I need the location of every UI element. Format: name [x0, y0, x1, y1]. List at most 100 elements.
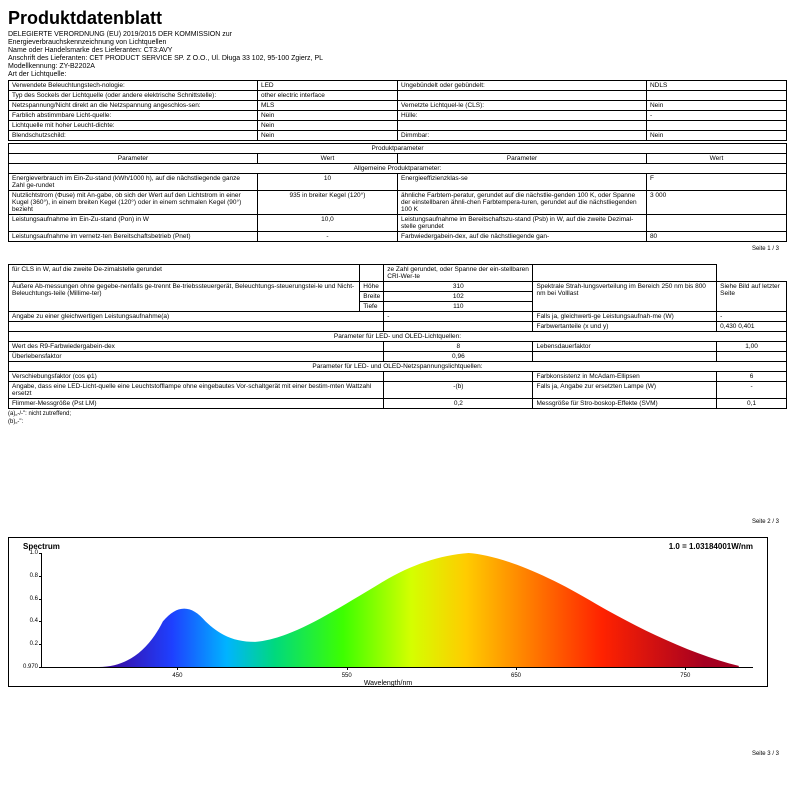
table-cell: Spektrale Strah-lungsverteilung im Berei… [533, 282, 717, 312]
table-cell: Überlebensfaktor [9, 352, 384, 362]
chart-xlabel: Wavelength/nm [13, 680, 763, 687]
table-cell: Falls ja, Angabe zur ersetzten Lampe (W) [533, 382, 717, 399]
y-tick-label: 0.2 [20, 641, 38, 647]
page-number: Seite 1 / 3 [8, 246, 787, 252]
table-cell: Farbkonsistenz in McAdam-Ellipsen [533, 372, 717, 382]
subtitle-2: Energieverbrauchskennzeichnung von Licht… [8, 39, 787, 46]
y-tick-label: 0.8 [20, 573, 38, 579]
table-cell: 0,1 [717, 399, 787, 409]
tech-table: Verwendete Beleuchtungstech-nologie:LEDU… [8, 80, 787, 141]
table-cell: other electric interface [257, 91, 397, 101]
table-cell: 0,2 [384, 399, 533, 409]
art-line: Art der Lichtquelle: [8, 71, 787, 78]
table-cell [397, 91, 646, 101]
chart-title-right: 1.0 = 1.03184001W/nm [669, 542, 753, 551]
led-header: Parameter für LED- und OLED-Lichtquellen… [9, 332, 787, 342]
table-cell: Ungebündelt oder gebündelt: [397, 81, 646, 91]
table-cell: Lichtquelle mit hoher Leucht-dichte: [9, 121, 258, 131]
table-cell: - [646, 111, 786, 121]
supplier-line: Name oder Handelsmarke des Lieferanten: … [8, 47, 787, 54]
table-cell: 10,0 [257, 215, 397, 232]
table-cell: 6 [717, 372, 787, 382]
table-cell: - [257, 232, 397, 242]
table-cell: Energieverbrauch im Ein-Zu-stand (kWh/10… [9, 174, 258, 191]
table-cell: ze Zahl gerundet, oder Spanne der ein-st… [384, 265, 533, 282]
table-cell: Nein [646, 131, 786, 141]
table-cell: - [717, 312, 787, 322]
col-header: Wert [646, 154, 786, 164]
table-cell: LED [257, 81, 397, 91]
model-line: Modellkennung: ZY-B2202A [8, 63, 787, 70]
table-cell [533, 352, 717, 362]
table-cell: 0,430 0,401 [717, 322, 787, 332]
table-cell: Nutzlichtstrom (Φuse) mit An-gabe, ob si… [9, 191, 258, 215]
table-cell: für CLS in W, auf die zweite De-zimalste… [9, 265, 360, 282]
table-cell: Verwendete Beleuchtungstech-nologie: [9, 81, 258, 91]
table-cell: Hülle: [397, 111, 646, 121]
x-tick-label: 450 [172, 673, 182, 679]
table-cell: 80 [646, 232, 786, 242]
col-header: Parameter [397, 154, 646, 164]
table-cell: 935 in breiter Kegel (120°) [257, 191, 397, 215]
table-cell: 8 [384, 342, 533, 352]
table-cell: Energieeffizienzklas-se [397, 174, 646, 191]
table-cell: -(b) [384, 382, 533, 399]
table-cell: Nein [257, 131, 397, 141]
page2-table: für CLS in W, auf die zweite De-zimalste… [8, 264, 787, 409]
table-cell: - [717, 382, 787, 399]
table-cell: Messgröße für Stro-boskop-Effekte (SVM) [533, 399, 717, 409]
product-params-header: Produktparameter [9, 144, 787, 154]
subtitle-1: DELEGIERTE VERORDNUNG (EU) 2019/2015 DER… [8, 31, 787, 38]
table-cell: 0,96 [384, 352, 533, 362]
address-line: Anschrift des Lieferanten: CET PRODUCT S… [8, 55, 787, 62]
table-cell [717, 352, 787, 362]
table-cell: Angabe, dass eine LED-Licht-quelle eine … [9, 382, 384, 399]
table-cell: Typ des Sockels der Lichtquelle (oder an… [9, 91, 258, 101]
table-cell: Höhe [360, 282, 384, 292]
table-cell: Äußere Ab-messungen ohne gegebe-nenfalls… [9, 282, 360, 312]
table-cell: F [646, 174, 786, 191]
table-cell: 3 000 [646, 191, 786, 215]
general-params-header: Allgemeine Produktparameter: [9, 164, 787, 174]
led-mains-header: Parameter für LED- und OLED-Netzspannung… [9, 362, 787, 372]
table-cell: Farblich abstimmbare Licht-quelle: [9, 111, 258, 121]
table-cell: 10 [257, 174, 397, 191]
y-tick-label: 1.0 [20, 550, 38, 556]
table-cell: MLS [257, 101, 397, 111]
table-cell: Tiefe [360, 302, 384, 312]
col-header: Parameter [9, 154, 258, 164]
table-cell: Siehe Bild auf letzter Seite [717, 282, 787, 312]
table-cell: Lebensdauerfaktor [533, 342, 717, 352]
table-cell [384, 372, 533, 382]
table-cell: Farbwertanteile (x und y) [533, 322, 717, 332]
table-cell [646, 215, 786, 232]
spectrum-chart: Spectrum 1.0 = 1.03184001W/nm [8, 537, 768, 687]
table-cell [9, 322, 384, 332]
page-number: Seite 3 / 3 [8, 751, 787, 757]
table-cell: Netzspannung/Nicht direkt an die Netzspa… [9, 101, 258, 111]
table-cell: Verschiebungsfaktor (cos φ1) [9, 372, 384, 382]
table-cell: 110 [384, 302, 533, 312]
table-cell: 310 [384, 282, 533, 292]
y-tick-label: 0.970 [20, 664, 38, 670]
table-cell: Blendschutzschild: [9, 131, 258, 141]
table-cell: ähnliche Farbtem-peratur, gerundet auf d… [397, 191, 646, 215]
x-tick-label: 650 [511, 673, 521, 679]
table-cell [384, 322, 533, 332]
footnote-a: (a)„-/-": nicht zutreffend; [8, 411, 787, 417]
table-cell [533, 265, 717, 282]
x-tick-label: 550 [342, 673, 352, 679]
table-cell: 102 [384, 292, 533, 302]
table-cell: NDLS [646, 81, 786, 91]
table-cell: Dimmbar: [397, 131, 646, 141]
col-header: Wert [257, 154, 397, 164]
table-cell [397, 121, 646, 131]
table-cell: Vernetzte Lichtquel-le (CLS): [397, 101, 646, 111]
table-cell: Nein [646, 101, 786, 111]
x-tick-label: 750 [680, 673, 690, 679]
table-cell: Nein [257, 111, 397, 121]
table-cell: 1,00 [717, 342, 787, 352]
y-tick-label: 0.6 [20, 596, 38, 602]
table-cell [646, 91, 786, 101]
table-cell: Nein [257, 121, 397, 131]
